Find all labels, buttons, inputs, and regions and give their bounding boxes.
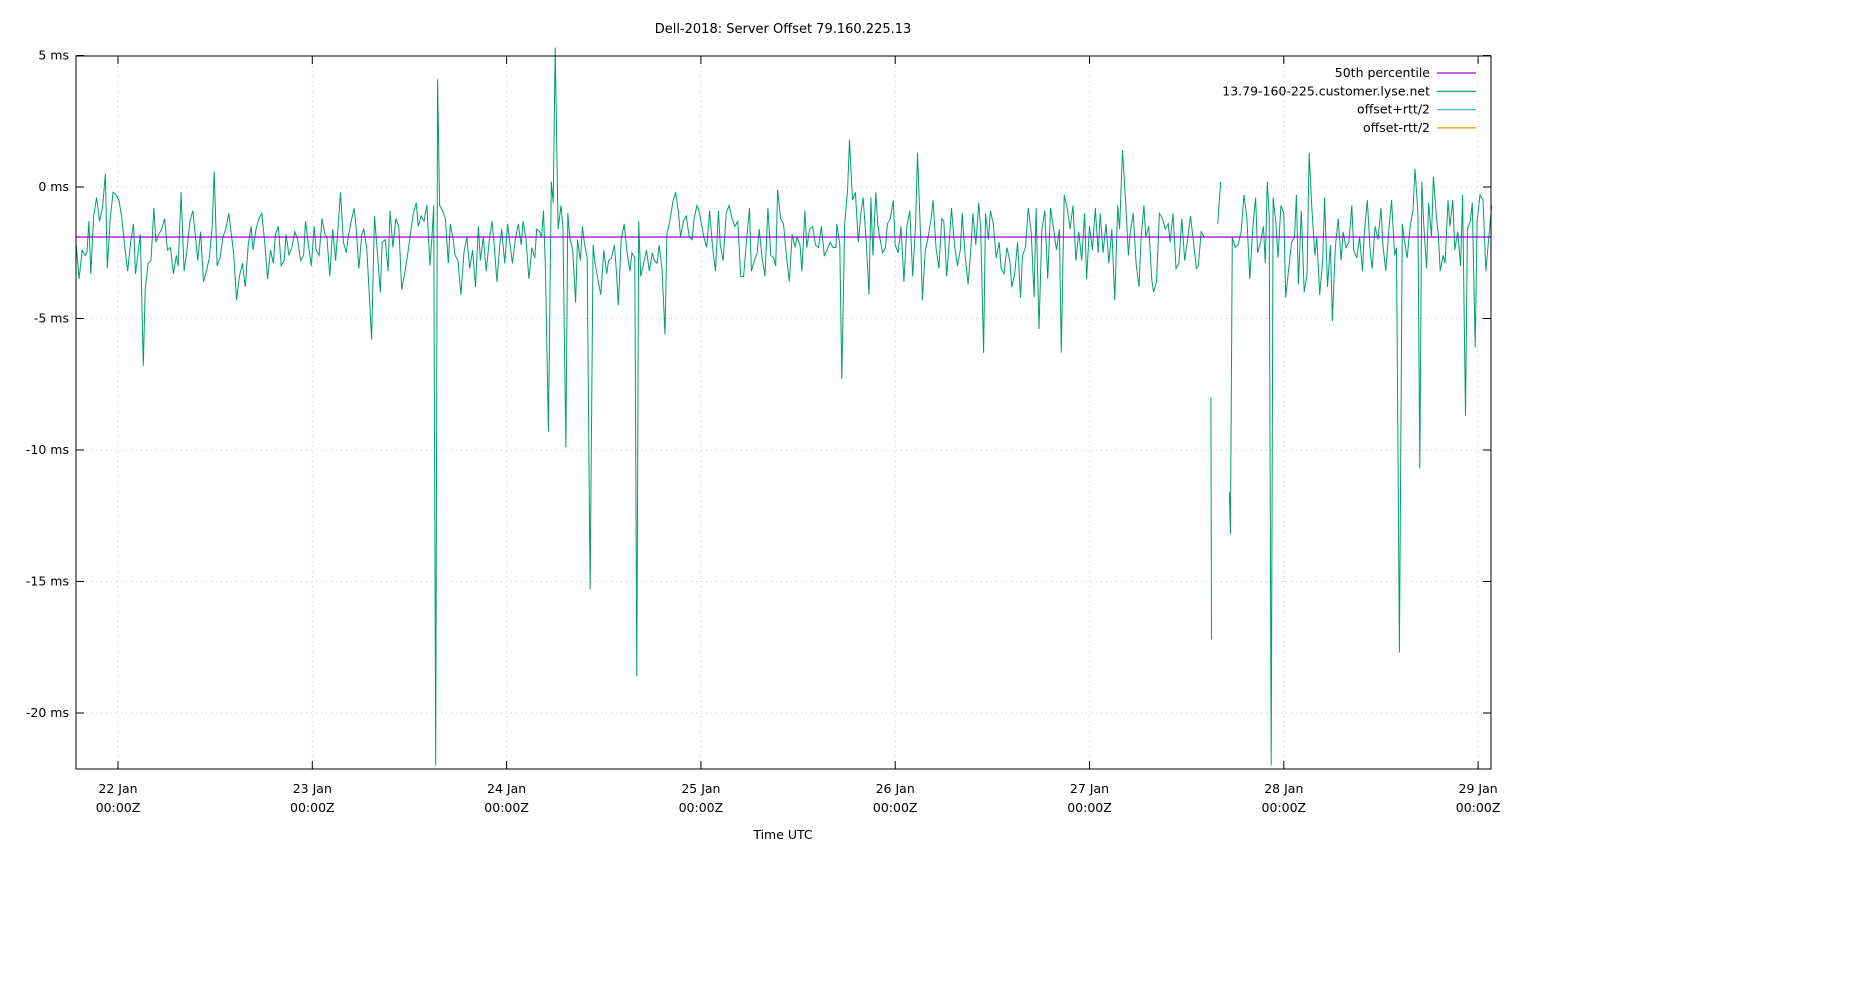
x-axis: 22 Jan 00:00Z 23 Jan 00:00Z 24 Jan 00:00Z 25 J… [96,56,1501,815]
x-tick-label-time: 00:00Z [96,800,141,815]
x-tick-label-date: 26 Jan [876,781,915,796]
legend-label: offset+rtt/2 [1357,102,1430,117]
x-tick-label-time: 00:00Z [484,800,529,815]
y-tick-label: -15 ms [26,574,69,589]
offset-series-line [1228,152,1493,766]
offset-series-line [1210,397,1212,640]
x-tick-label-time: 00:00Z [679,800,724,815]
x-tick-label-time: 00:00Z [290,800,335,815]
offset-series-line [1217,181,1222,224]
legend: 50th percentile 13.79-160-225.customer.ly… [1222,65,1476,135]
y-tick-label: -10 ms [26,442,69,457]
x-tick-label-date: 25 Jan [681,781,720,796]
chart-title: Dell-2018: Server Offset 79.160.225.13 [655,22,912,37]
x-tick-label-date: 22 Jan [98,781,137,796]
y-tick-label: -20 ms [26,705,69,720]
y-tick-label: -5 ms [34,311,69,326]
x-tick-label-time: 00:00Z [1262,800,1307,815]
x-tick-label-date: 23 Jan [293,781,332,796]
y-tick-label: 5 ms [38,48,69,63]
legend-label: offset-rtt/2 [1363,120,1430,135]
x-tick-label-time: 00:00Z [1456,800,1501,815]
legend-label: 50th percentile [1335,65,1431,80]
x-tick-label-date: 29 Jan [1459,781,1498,796]
x-axis-label: Time UTC [752,827,813,842]
plot-border [75,55,1492,770]
x-tick-label-date: 24 Jan [487,781,526,796]
y-tick-label: 0 ms [38,179,69,194]
x-tick-label-time: 00:00Z [1067,800,1112,815]
y-axis: 5 ms 0 ms -5 ms -10 ms -15 ms -20 ms [26,48,1491,720]
legend-label: 13.79-160-225.customer.lyse.net [1222,83,1430,98]
offset-series-line [75,47,1205,766]
x-tick-label-date: 27 Jan [1070,781,1109,796]
x-tick-label-date: 28 Jan [1264,781,1303,796]
grid-lines [76,56,1491,769]
data-series [75,47,1493,766]
x-tick-label-time: 00:00Z [873,800,918,815]
